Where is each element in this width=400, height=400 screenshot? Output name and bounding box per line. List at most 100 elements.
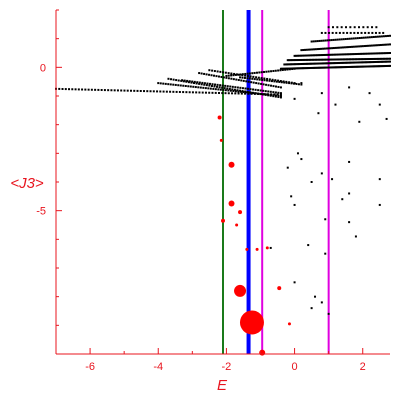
data-point xyxy=(290,82,293,85)
data-point xyxy=(321,54,324,57)
data-point xyxy=(296,152,299,155)
data-point xyxy=(216,70,219,73)
data-point xyxy=(286,166,289,169)
data-point xyxy=(240,92,243,95)
data-point xyxy=(376,52,379,55)
data-point xyxy=(244,74,247,77)
data-point xyxy=(241,73,244,76)
y-tick-label: -5 xyxy=(36,206,46,218)
data-point xyxy=(246,72,249,75)
data-point xyxy=(279,67,282,70)
data-point xyxy=(343,66,346,69)
data-point xyxy=(295,54,298,57)
data-point xyxy=(371,31,374,34)
data-point xyxy=(350,53,353,56)
data-point xyxy=(239,73,242,76)
data-point xyxy=(244,92,247,95)
data-point xyxy=(294,67,297,70)
data-point xyxy=(384,65,387,68)
data-point xyxy=(224,84,227,87)
data-point xyxy=(245,80,248,83)
data-point xyxy=(364,65,367,68)
data-point xyxy=(329,58,332,61)
data-point xyxy=(340,53,343,56)
data-point xyxy=(232,74,235,77)
data-point xyxy=(338,58,341,61)
data-point xyxy=(213,85,216,88)
data-point xyxy=(100,88,103,91)
data-point xyxy=(208,91,211,94)
data-point xyxy=(251,77,254,80)
data-point xyxy=(329,47,332,50)
data-point xyxy=(293,203,296,206)
data-point xyxy=(274,79,277,82)
data-point xyxy=(203,72,206,75)
data-point xyxy=(358,52,361,55)
data-point xyxy=(292,63,295,66)
data-point xyxy=(319,66,322,69)
data-point xyxy=(286,63,289,66)
data-point xyxy=(380,52,383,55)
data-point xyxy=(337,53,340,56)
data-point xyxy=(368,65,371,68)
data-point xyxy=(267,70,270,73)
data-point xyxy=(303,58,306,61)
data-point xyxy=(323,62,326,65)
data-point xyxy=(389,64,391,67)
data-point xyxy=(260,77,263,80)
data-point xyxy=(330,62,333,65)
data-point xyxy=(387,52,390,55)
data-point xyxy=(304,67,307,70)
data-point xyxy=(351,53,354,56)
data-point xyxy=(311,66,314,69)
data-point xyxy=(354,58,357,61)
data-point xyxy=(116,89,119,92)
highlight-point xyxy=(221,218,225,223)
data-point xyxy=(323,58,326,61)
data-point xyxy=(300,62,303,65)
data-point xyxy=(187,85,190,88)
data-point xyxy=(322,39,325,42)
data-point xyxy=(316,58,319,61)
data-point xyxy=(198,91,201,94)
data-point xyxy=(350,37,353,40)
data-point xyxy=(349,26,352,29)
data-point xyxy=(354,45,357,48)
data-point xyxy=(352,65,355,68)
data-point xyxy=(233,88,236,91)
data-point xyxy=(313,48,316,51)
data-point xyxy=(362,58,365,61)
data-point xyxy=(152,90,155,93)
data-point xyxy=(303,62,306,65)
data-point xyxy=(272,95,275,98)
data-point xyxy=(369,52,372,55)
data-point xyxy=(190,81,193,84)
data-point xyxy=(234,73,237,76)
data-point xyxy=(269,90,272,93)
data-point xyxy=(200,72,203,75)
data-point xyxy=(224,89,227,92)
data-point xyxy=(316,62,319,65)
data-point xyxy=(263,77,266,80)
data-point xyxy=(348,86,351,89)
data-point xyxy=(389,43,391,46)
x-tick-label: -4 xyxy=(153,361,163,373)
data-point xyxy=(319,58,322,61)
data-point xyxy=(293,97,296,100)
data-point xyxy=(241,90,244,93)
data-point xyxy=(372,61,375,64)
data-point xyxy=(278,80,281,83)
data-point xyxy=(246,90,249,93)
data-point xyxy=(346,31,349,34)
data-point xyxy=(364,31,367,34)
data-point xyxy=(302,49,305,52)
data-point xyxy=(327,47,330,50)
data-point xyxy=(308,54,311,57)
data-point xyxy=(368,92,371,95)
data-point xyxy=(345,53,348,56)
data-point xyxy=(340,26,343,29)
data-point xyxy=(346,61,349,64)
data-point xyxy=(157,82,160,85)
data-point xyxy=(299,67,302,70)
data-point xyxy=(225,74,228,77)
